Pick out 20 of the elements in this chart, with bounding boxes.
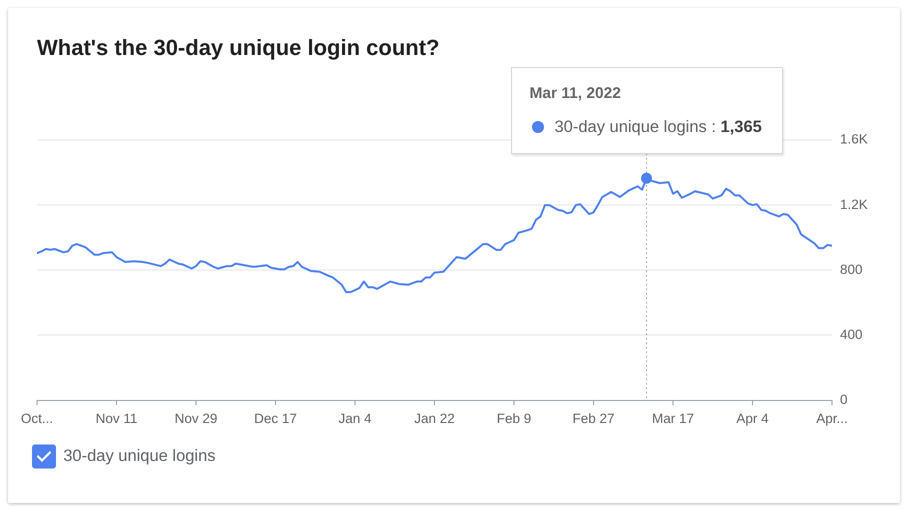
x-tick-label: Jan 22 [414,411,455,426]
y-tick-label: 800 [840,262,863,277]
x-tick-label: Mar 17 [652,411,694,426]
y-tick-label: 1.2K [840,196,868,212]
x-tick-label: Jan 4 [338,411,372,426]
y-tick-label: 1.6K [840,132,868,147]
x-tick-label: Dec 17 [254,411,297,426]
y-tick-label: 0 [840,392,848,408]
x-tick-label: Feb 9 [496,411,532,426]
x-tick-label: Apr 4 [736,411,770,426]
x-tick-label: Apr... [816,411,848,426]
chart-title: What's the 30-day unique login count? [37,35,440,60]
x-tick-label: Nov 29 [174,411,218,426]
tooltip: Mar 11, 2022 30-day unique logins : 1,365 [510,67,783,154]
annotation: 30-day unique logins : 1,365 [554,118,762,136]
x-tick-label: Oct... [20,411,54,426]
x-tick-label: Nov 11 [96,411,138,426]
y-tick-label: 400 [840,326,863,342]
legend-label: 30-day unique logins [63,447,216,466]
x-tick-label: Feb 27 [572,411,615,426]
